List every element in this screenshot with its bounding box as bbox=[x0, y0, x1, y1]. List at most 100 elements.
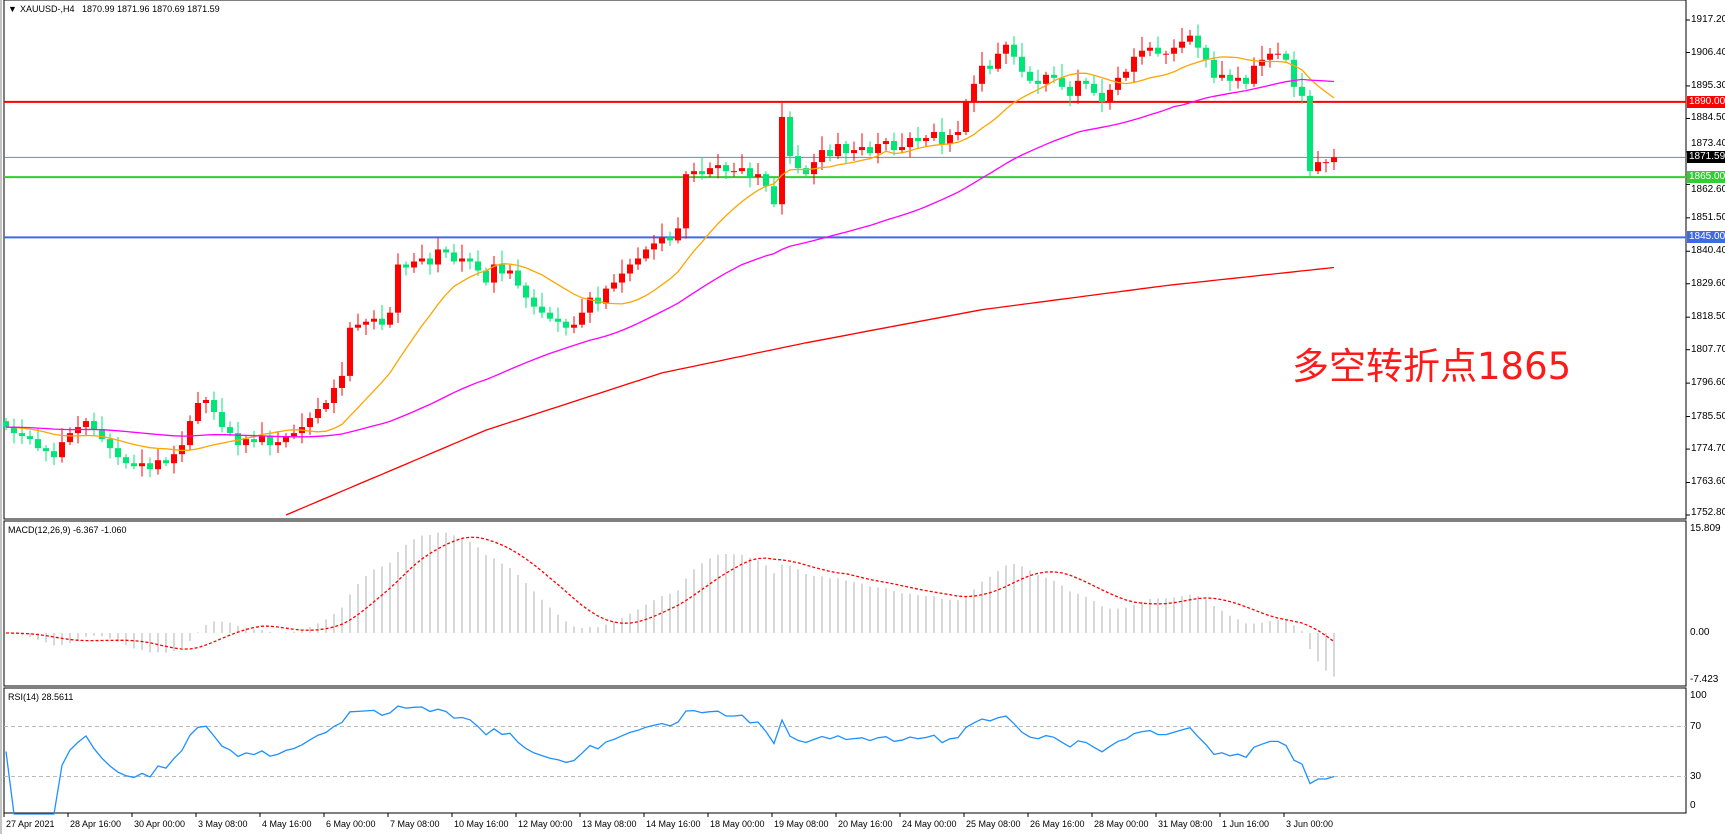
candle-body bbox=[203, 399, 209, 403]
price-level-tag[interactable]: 1890.00 bbox=[1687, 95, 1725, 108]
candle-body bbox=[163, 460, 169, 464]
candle-body bbox=[1203, 47, 1209, 60]
time-axis-label: 30 Apr 00:00 bbox=[134, 819, 186, 829]
time-axis-label: 26 May 16:00 bbox=[1030, 819, 1085, 829]
time-axis-label: 13 May 08:00 bbox=[582, 819, 637, 829]
candle-body bbox=[363, 321, 369, 325]
candle-body bbox=[227, 427, 233, 434]
candle-body bbox=[339, 375, 345, 388]
candle-body bbox=[443, 249, 449, 253]
candle-body bbox=[683, 174, 689, 229]
candle-body bbox=[1291, 59, 1297, 87]
candle-body bbox=[1259, 59, 1265, 66]
candle-body bbox=[179, 445, 185, 455]
candle-body bbox=[923, 138, 929, 142]
candle-body bbox=[19, 433, 25, 437]
candle-body bbox=[507, 270, 513, 274]
candle-body bbox=[803, 168, 809, 175]
candle-body bbox=[1219, 74, 1225, 78]
candle-body bbox=[1195, 35, 1201, 48]
time-axis-label: 10 May 16:00 bbox=[454, 819, 509, 829]
main-panel-frame bbox=[3, 0, 1687, 520]
candle-body bbox=[1251, 65, 1257, 84]
macd-signal-line bbox=[5, 536, 1335, 650]
time-axis-label: 28 Apr 16:00 bbox=[70, 819, 122, 829]
candle-body bbox=[595, 297, 601, 304]
candle-body bbox=[315, 409, 321, 419]
candle-body bbox=[427, 258, 433, 265]
price-axis-label: 1840.40 bbox=[1691, 245, 1725, 257]
rsi-panel-frame bbox=[3, 687, 1687, 814]
candle-body bbox=[395, 264, 401, 313]
candle-body bbox=[67, 433, 73, 443]
price-axis-label: 1763.60 bbox=[1691, 476, 1725, 488]
candle-body bbox=[435, 249, 441, 265]
ma-fast-line bbox=[5, 56, 1335, 452]
candle-body bbox=[643, 249, 649, 259]
ma-slow-line bbox=[285, 266, 1335, 516]
rsi-line bbox=[5, 705, 1335, 815]
candle-body bbox=[931, 132, 937, 139]
candle-body bbox=[123, 457, 129, 464]
candle-body bbox=[899, 147, 905, 151]
candle-body bbox=[1075, 80, 1081, 96]
candle-body bbox=[1139, 50, 1145, 57]
candle-body bbox=[915, 138, 921, 142]
candle-body bbox=[331, 387, 337, 403]
macd-axis-label: -7.423 bbox=[1690, 674, 1719, 685]
candle-body bbox=[939, 132, 945, 145]
candle-body bbox=[243, 439, 249, 446]
candle-body bbox=[563, 321, 569, 328]
candle-body bbox=[835, 144, 841, 157]
candle-body bbox=[611, 282, 617, 289]
candle-body bbox=[875, 144, 881, 154]
candle-body bbox=[1283, 53, 1289, 60]
price-level-tag[interactable]: 1865.00 bbox=[1687, 171, 1725, 184]
candle-body bbox=[659, 237, 665, 244]
candle-body bbox=[907, 138, 913, 148]
time-axis-label: 7 May 08:00 bbox=[390, 819, 440, 829]
candle-body bbox=[995, 53, 1001, 69]
candle-body bbox=[1035, 80, 1041, 84]
candle-body bbox=[91, 421, 97, 431]
time-axis-label: 14 May 16:00 bbox=[646, 819, 701, 829]
macd-axis-label: 0.00 bbox=[1690, 627, 1710, 638]
candle-body bbox=[979, 65, 985, 84]
time-axis-label: 27 Apr 2021 bbox=[6, 819, 55, 829]
price-axis-label: 1785.50 bbox=[1691, 410, 1725, 422]
candle-body bbox=[691, 171, 697, 175]
candle-body bbox=[459, 258, 465, 262]
candle-body bbox=[147, 463, 153, 470]
ohlc-readout: 1870.99 1871.96 1870.69 1871.59 bbox=[82, 4, 220, 14]
candle-body bbox=[43, 448, 49, 452]
candle-body bbox=[707, 168, 713, 175]
price-axis-label: 1906.40 bbox=[1691, 46, 1725, 58]
symbol-menu-icon[interactable]: ▼ bbox=[8, 4, 17, 14]
candle-body bbox=[1275, 53, 1281, 55]
rsi-axis-label: 30 bbox=[1690, 770, 1702, 782]
rsi-label: RSI(14) 28.5611 bbox=[8, 692, 74, 702]
candle-body bbox=[547, 312, 553, 319]
price-level-tag[interactable]: 1845.00 bbox=[1687, 231, 1725, 244]
candle-body bbox=[755, 174, 761, 178]
candle-body bbox=[1227, 74, 1233, 81]
candle-body bbox=[1099, 92, 1105, 102]
candle-body bbox=[451, 252, 457, 262]
time-axis-label: 1 Jun 16:00 bbox=[1222, 819, 1270, 829]
candle-body bbox=[403, 264, 409, 268]
candle-body bbox=[51, 451, 57, 458]
price-level-tag[interactable]: 1871.59 bbox=[1687, 151, 1725, 164]
price-axis-label: 1862.60 bbox=[1691, 184, 1725, 196]
time-axis-label: 18 May 00:00 bbox=[710, 819, 765, 829]
candle-body bbox=[1083, 80, 1089, 84]
candle-body bbox=[675, 228, 681, 241]
candle-body bbox=[83, 421, 89, 428]
chart-symbol: XAUUSD-,H4 bbox=[20, 4, 75, 14]
candle-body bbox=[467, 258, 473, 262]
candle-body bbox=[419, 258, 425, 262]
candle-body bbox=[699, 171, 705, 175]
candle-body bbox=[851, 150, 857, 154]
candle-body bbox=[1091, 83, 1097, 93]
